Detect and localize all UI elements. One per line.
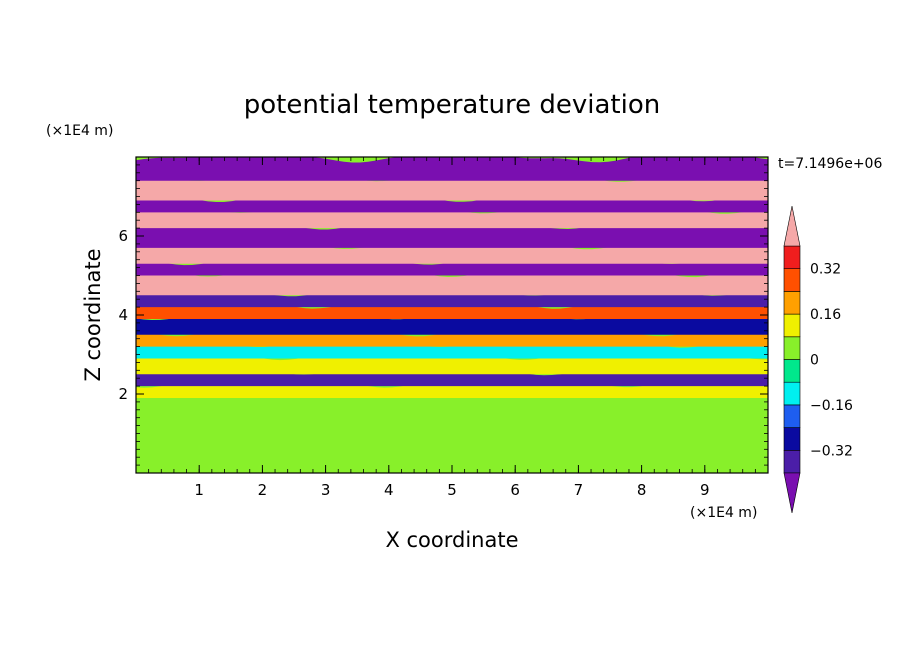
- x-tick-label: 7: [574, 481, 584, 499]
- colorbar-segment: [783, 427, 801, 451]
- x-tick-label: 3: [321, 481, 331, 499]
- x-axis: 1 2 3 4 5 6 7 8 9: [148, 157, 769, 499]
- colorbar-tick-label: −0.32: [810, 443, 853, 459]
- colorbar-tick-label: 0.32: [810, 262, 841, 278]
- colorbar-tick-label: 0.16: [810, 307, 841, 323]
- y-axis-unit: (×1E4 m): [46, 123, 113, 139]
- colorbar-segment: [783, 359, 801, 383]
- colorbar-segment: [783, 336, 801, 360]
- colorbar-segment: [783, 291, 801, 315]
- colorbar: 0.32 0.16 0 −0.16 −0.32: [783, 205, 853, 514]
- y-axis: 2 4 6: [118, 164, 768, 466]
- x-tick-label: 9: [700, 481, 710, 499]
- colorbar-segment: [783, 404, 801, 428]
- x-axis-label: X coordinate: [385, 528, 518, 552]
- colorbar-segment: [783, 268, 801, 292]
- colorbar-min-extension: [783, 472, 801, 514]
- y-tick-label: 6: [118, 227, 128, 245]
- colorbar-tick-label: −0.16: [810, 398, 853, 414]
- x-tick-label: 4: [384, 481, 394, 499]
- x-tick-label: 8: [637, 481, 647, 499]
- y-tick-label: 2: [118, 385, 128, 403]
- y-axis-label: Z coordinate: [81, 248, 105, 381]
- plot-area: [136, 157, 768, 473]
- contour-band: [136, 157, 768, 181]
- contour-band: [136, 388, 768, 473]
- x-axis-unit: (×1E4 m): [690, 505, 757, 521]
- contour-band: [136, 365, 768, 387]
- chart-title: potential temperature deviation: [244, 90, 660, 120]
- colorbar-segment: [783, 449, 801, 474]
- colorbar-segment: [783, 313, 801, 338]
- colorbar-tick-label: 0: [810, 353, 819, 369]
- time-label: t=7.1496e+06: [778, 156, 882, 172]
- colorbar-segment: [783, 245, 801, 270]
- y-tick-label: 4: [118, 306, 128, 324]
- x-tick-label: 6: [510, 481, 520, 499]
- colorbar-max-extension: [783, 205, 801, 247]
- x-tick-label: 5: [447, 481, 457, 499]
- colorbar-segment: [783, 381, 801, 406]
- x-tick-label: 2: [258, 481, 268, 499]
- x-tick-label: 1: [194, 481, 204, 499]
